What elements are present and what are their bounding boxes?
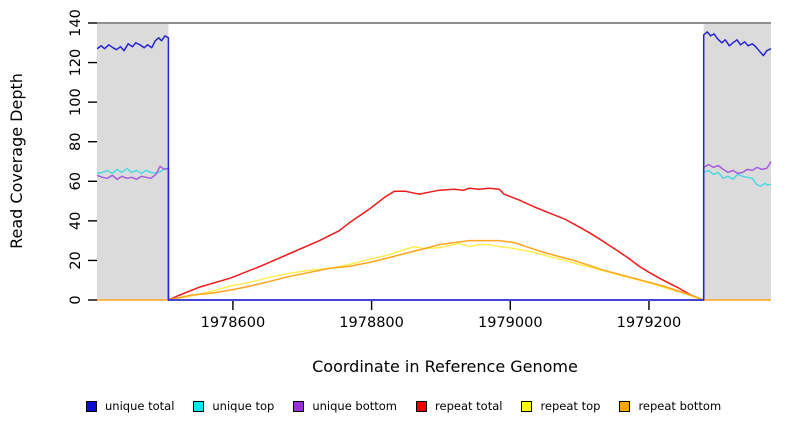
legend-item-repeat-total: repeat total [416, 399, 502, 413]
y-tick-label: 100 [68, 88, 84, 116]
y-tick-label: 60 [68, 172, 84, 190]
x-tick-label: 1979200 [617, 315, 682, 331]
legend-label: unique bottom [312, 399, 398, 413]
legend-swatch-unique-bottom [293, 400, 305, 412]
legend-item-unique-bottom: unique bottom [293, 399, 397, 413]
unique-region-shade [703, 23, 771, 300]
series-line-repeat-total [168, 187, 704, 301]
y-tick-label: 20 [68, 251, 84, 269]
x-tick-label: 1979000 [478, 315, 543, 331]
x-tick-label: 1978800 [339, 315, 404, 331]
shaded-regions-layer [97, 22, 771, 300]
legend-swatch-unique-top [193, 400, 205, 412]
y-tick-label: 140 [68, 9, 84, 37]
legend-label: repeat total [435, 399, 503, 413]
legend-item-repeat-top: repeat top [521, 399, 600, 413]
y-tick-label: 120 [68, 49, 84, 77]
legend-label: unique total [105, 399, 175, 413]
y-axis-title: Read Coverage Depth [7, 73, 26, 249]
legend-swatch-repeat-bottom [619, 400, 631, 412]
y-tick-label: 40 [68, 212, 84, 230]
legend-label: repeat top [540, 399, 601, 413]
legend-item-repeat-bottom: repeat bottom [619, 399, 721, 413]
legend-item-unique-total: unique total [86, 399, 174, 413]
axes-layer: 0 20 40 60 80 100 120 140 1978600 1978800 1979000 1… [68, 9, 681, 331]
series-line-unique-total [96, 31, 772, 301]
chart-legend: unique total unique top unique bottom repea… [86, 399, 776, 413]
coverage-plot: 0 20 40 60 80 100 120 140 1978600 1978800 1979000 1… [7, 9, 772, 376]
y-tick-label: 0 [68, 295, 84, 304]
legend-item-unique-top: unique top [193, 399, 274, 413]
y-tick-label: 80 [68, 132, 84, 150]
series-line-repeat-bottom [97, 239, 771, 301]
x-axis-title: Coordinate in Reference Genome [312, 357, 578, 376]
unique-region-shade [97, 23, 169, 300]
series-lines-layer [96, 31, 772, 301]
legend-swatch-repeat-total [416, 400, 428, 412]
legend-swatch-unique-total [86, 400, 97, 412]
series-line-unique-bottom [96, 161, 772, 301]
series-line-repeat-top [168, 242, 704, 301]
x-tick-label: 1978600 [201, 315, 266, 331]
legend-label: unique top [212, 399, 275, 413]
legend-swatch-repeat-top [521, 400, 533, 412]
legend-label: repeat bottom [638, 399, 722, 413]
series-line-unique-top [96, 167, 772, 301]
